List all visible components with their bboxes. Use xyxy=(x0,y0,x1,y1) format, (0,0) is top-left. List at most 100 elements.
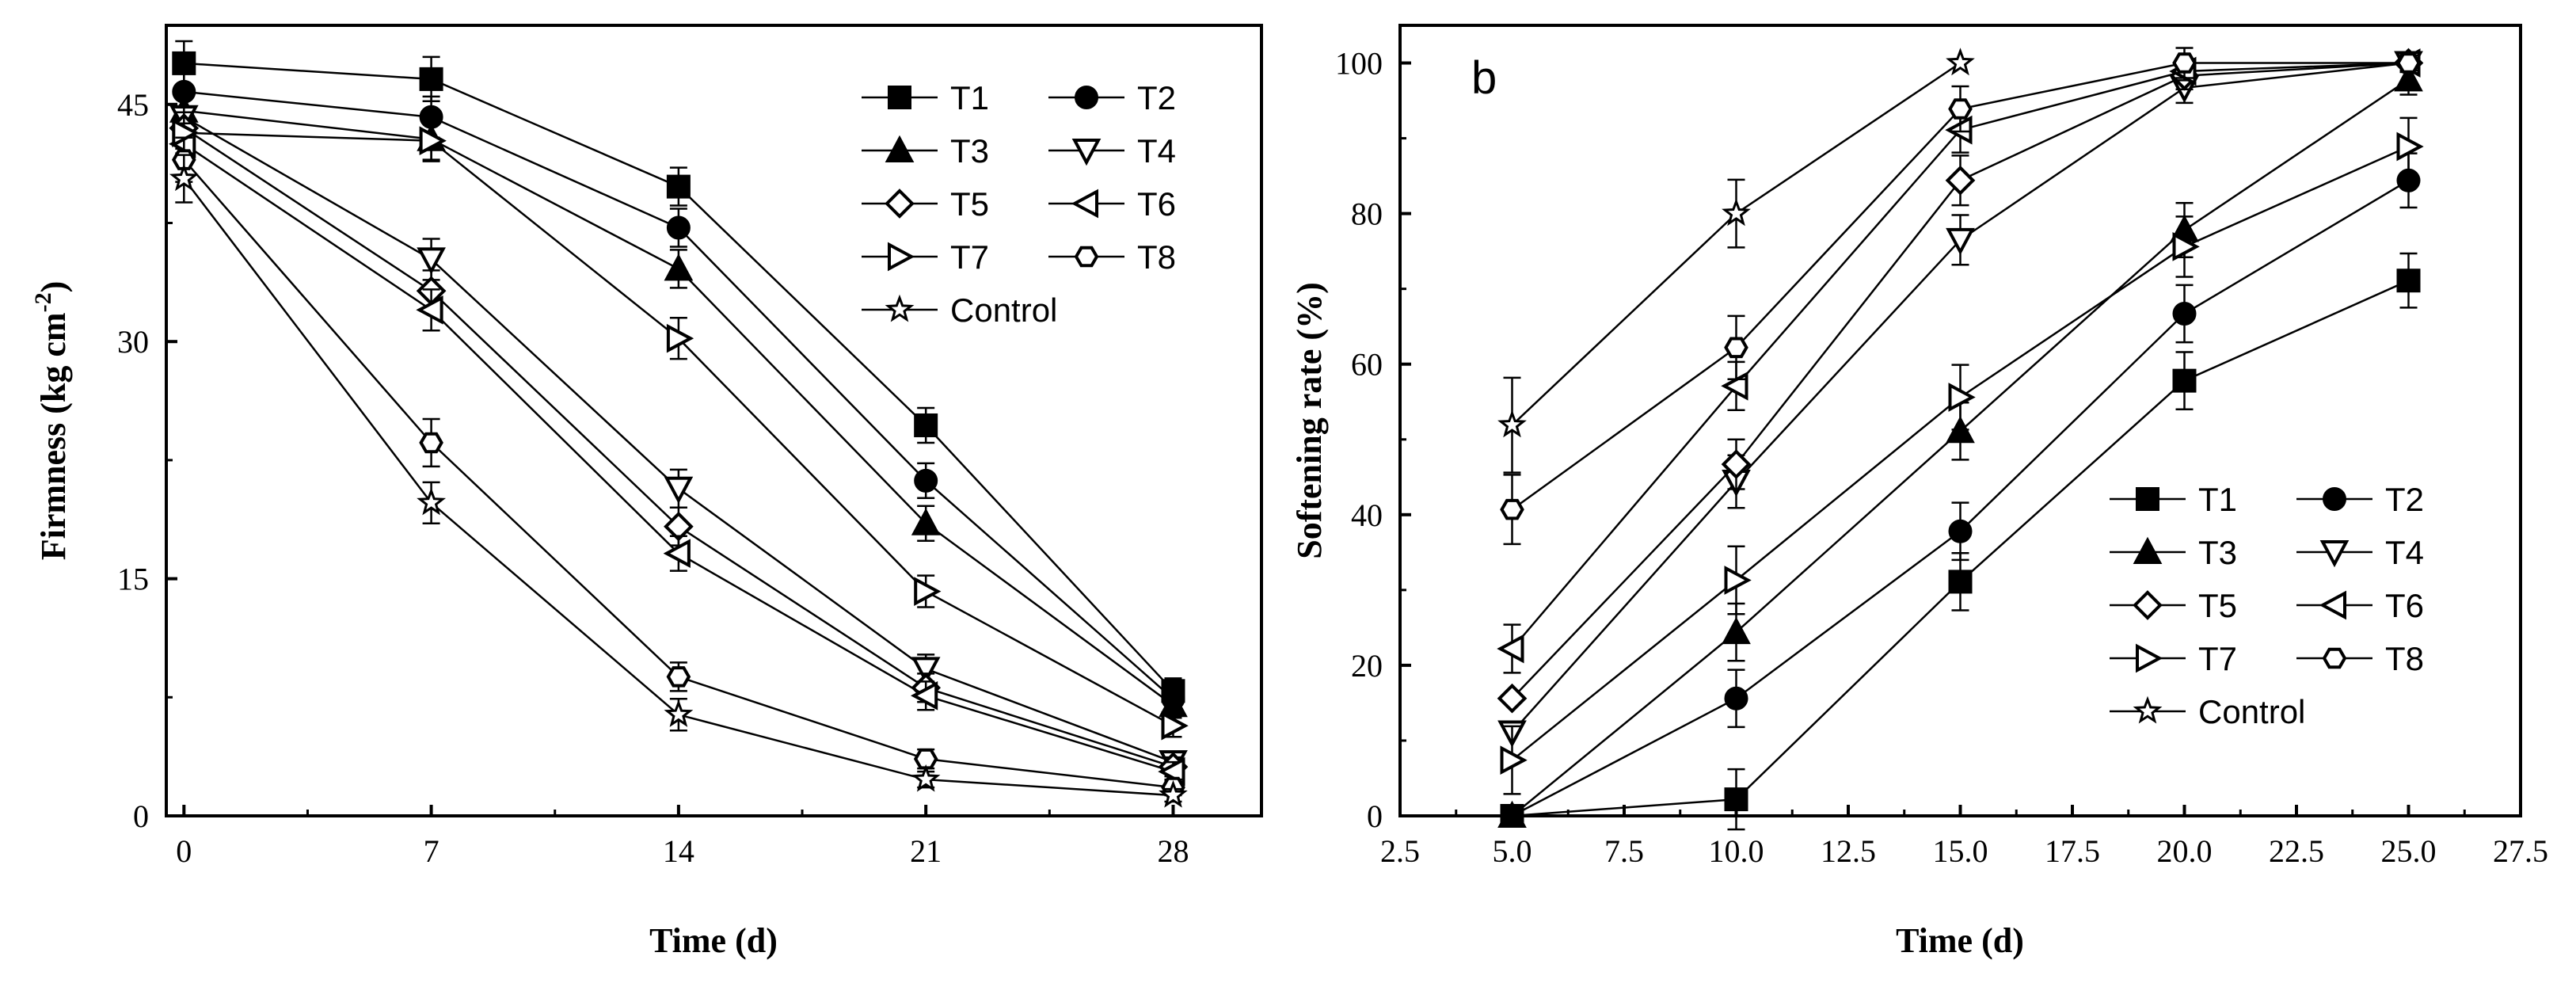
firmness-legend-item-t2: T2 xyxy=(1048,79,1176,116)
softening-point-t7 xyxy=(1500,745,1528,775)
softening-point-control xyxy=(1722,198,1751,227)
softening-y-tick-label: 100 xyxy=(1335,46,1383,82)
firmness-series-t1 xyxy=(172,40,1185,705)
softening-x-tick-label: 12.5 xyxy=(1821,833,1876,869)
firmness-point-t4 xyxy=(911,657,941,684)
firmness-point-t7 xyxy=(666,323,694,353)
softening-point-t1 xyxy=(2396,269,2421,293)
softening-legend-label-t1: T1 xyxy=(2198,481,2237,518)
firmness-legend-marker-t4 xyxy=(1071,139,1102,166)
softening-legend: T1 T2 T3 T4 T5 T6 T7 T8 Control xyxy=(2110,481,2424,730)
softening-legend-label-t2: T2 xyxy=(2385,481,2424,518)
firmness-point-t7 xyxy=(914,577,942,606)
firmness-legend-item-t6: T6 xyxy=(1048,185,1176,223)
firmness-y-tick-label: 45 xyxy=(117,87,149,123)
firmness-point-t6 xyxy=(910,680,938,711)
firmness-point-t1 xyxy=(666,174,691,199)
softening-point-t8 xyxy=(1500,498,1524,520)
softening-point-t2 xyxy=(1724,686,1748,711)
firmness-x-tick-label: 28 xyxy=(1157,833,1189,869)
softening-point-t8 xyxy=(2396,52,2421,74)
firmness-point-control xyxy=(664,699,694,727)
softening-y-axis-title: Softening rate (%) xyxy=(1290,282,1329,559)
firmness-point-t8 xyxy=(419,432,443,454)
firmness-legend-label-t3: T3 xyxy=(950,132,989,170)
firmness-point-t8 xyxy=(913,748,938,770)
softening-series-t7 xyxy=(1500,116,2424,795)
softening-legend-marker-t3 xyxy=(2133,536,2163,564)
firmness-point-t1 xyxy=(419,67,443,91)
softening-legend-marker-t7 xyxy=(2136,643,2163,673)
firmness-plot-frame xyxy=(165,24,1263,817)
softening-plot-marks xyxy=(1497,47,2424,831)
softening-point-t8 xyxy=(2172,52,2197,74)
firmness-legend-label-t5: T5 xyxy=(950,185,989,223)
firmness-legend-label-t6: T6 xyxy=(1137,185,1176,223)
firmness-legend-item-t3: T3 xyxy=(862,132,989,170)
firmness-legend-item-t7: T7 xyxy=(862,238,989,276)
firmness-legend-marker-t5 xyxy=(885,189,915,219)
softening-legend-marker-t5 xyxy=(2133,590,2163,620)
softening-x-axis-title: Time (d) xyxy=(1896,921,2024,960)
firmness-x-tick-label: 14 xyxy=(663,833,694,869)
softening-point-t5 xyxy=(1945,165,1976,196)
softening-axes: 2.5 5.0 7.5 10.0 12.5 15.0 17.5 20.0 22.5 25.0 27.… xyxy=(1335,46,2548,869)
firmness-point-t6 xyxy=(663,539,691,569)
softening-legend-label-t4: T4 xyxy=(2385,534,2424,571)
softening-x-tick-label: 2.5 xyxy=(1380,833,1420,869)
firmness-legend-marker-control xyxy=(885,294,915,322)
firmness-plot-marks xyxy=(169,40,1189,808)
firmness-point-t7 xyxy=(1161,711,1189,741)
softening-point-t2 xyxy=(1948,519,1973,543)
firmness-legend-item-t4: T4 xyxy=(1048,132,1176,170)
softening-legend-item-t1: T1 xyxy=(2110,481,2237,518)
firmness-point-t3 xyxy=(911,508,941,535)
softening-rate-chart-panel: 2.5 5.0 7.5 10.0 12.5 15.0 17.5 20.0 22.5 25.0 27.… xyxy=(1290,24,2548,960)
softening-legend-item-t3: T3 xyxy=(2110,534,2237,571)
firmness-legend-label-control: Control xyxy=(950,291,1057,329)
softening-point-t6 xyxy=(1497,634,1524,664)
firmness-series-t7 xyxy=(172,111,1189,741)
firmness-point-t4 xyxy=(417,247,446,275)
softening-point-t5 xyxy=(1497,683,1528,714)
firmness-legend-marker-t1 xyxy=(888,86,911,109)
firmness-series-control xyxy=(169,154,1188,808)
softening-x-tick-label: 15.0 xyxy=(1933,833,1988,869)
softening-legend-marker-control xyxy=(2133,695,2163,724)
firmness-point-t6 xyxy=(416,295,443,325)
firmness-legend-label-t8: T8 xyxy=(1137,238,1176,276)
firmness-legend-label-t2: T2 xyxy=(1137,79,1176,116)
softening-legend-label-t5: T5 xyxy=(2198,587,2237,624)
firmness-y-tick-label: 30 xyxy=(117,324,149,360)
softening-point-control xyxy=(1497,410,1527,438)
softening-legend-marker-t1 xyxy=(2136,487,2159,511)
firmness-legend-label-t7: T7 xyxy=(950,238,989,276)
softening-point-t7 xyxy=(1724,566,1752,595)
firmness-y-axis-title-superscript: -2 xyxy=(30,292,56,312)
softening-y-tick-label: 60 xyxy=(1351,347,1383,383)
softening-x-tick-label: 20.0 xyxy=(2157,833,2213,869)
softening-point-t1 xyxy=(1948,570,1973,594)
softening-legend-marker-t2 xyxy=(2323,487,2346,511)
softening-series-t8 xyxy=(1500,47,2421,546)
firmness-point-t2 xyxy=(914,468,938,493)
firmness-legend-label-t4: T4 xyxy=(1137,132,1176,170)
softening-y-tick-label: 40 xyxy=(1351,497,1383,533)
firmness-point-t3 xyxy=(664,253,694,281)
firmness-legend-marker-t2 xyxy=(1075,86,1098,109)
panel-b-letter: b xyxy=(1471,52,1497,104)
firmness-y-axis-title-close: ) xyxy=(34,281,73,293)
firmness-point-t7 xyxy=(419,126,447,156)
firmness-legend-item-control: Control xyxy=(862,291,1057,329)
firmness-legend-marker-t7 xyxy=(888,242,915,272)
firmness-legend-item-t8: T8 xyxy=(1048,238,1176,276)
softening-y-tick-label: 0 xyxy=(1367,798,1383,834)
firmness-y-axis-title-main: Firmness (kg cm xyxy=(34,312,73,560)
softening-legend-marker-t4 xyxy=(2319,540,2350,568)
softening-legend-marker-t6 xyxy=(2319,590,2346,620)
softening-point-t4 xyxy=(1946,227,1975,256)
softening-point-t3 xyxy=(2394,64,2423,92)
firmness-legend-item-t1: T1 xyxy=(862,79,989,116)
softening-x-tick-label: 7.5 xyxy=(1604,833,1644,869)
